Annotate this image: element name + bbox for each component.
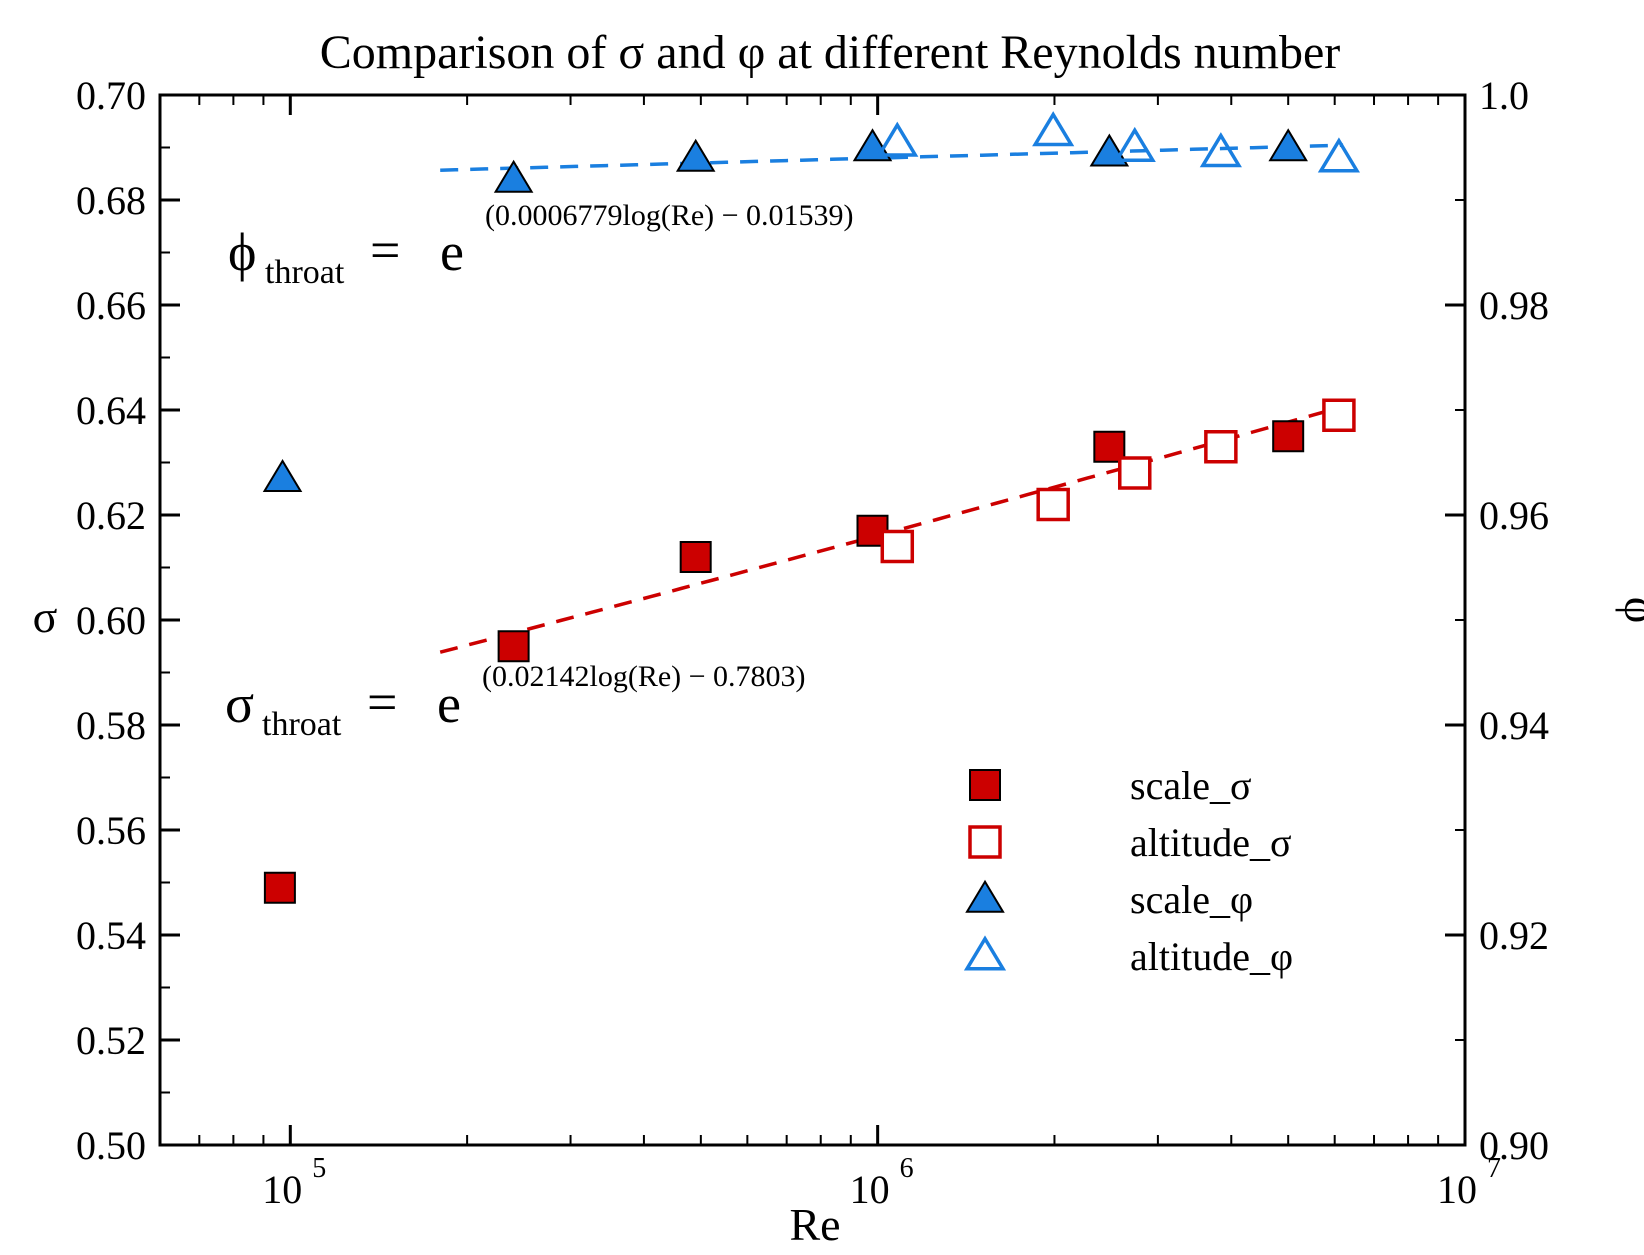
y-tick-label: 0.60 xyxy=(76,598,146,643)
y2-tick-label: 1.0 xyxy=(1479,73,1529,118)
data-points xyxy=(262,111,1361,904)
legend-marker xyxy=(965,879,1005,913)
data-point xyxy=(263,871,296,904)
sigma-eq-base: e xyxy=(437,674,461,734)
x-axis-label: Re xyxy=(789,1199,840,1250)
sigma-eq-lhs: σ xyxy=(225,674,254,734)
data-point xyxy=(876,121,919,157)
plot-frame xyxy=(158,93,1467,1147)
x-tick-exponent: 5 xyxy=(312,1153,326,1184)
x-tick-label: 10 xyxy=(262,1167,302,1212)
y-tick-label: 0.68 xyxy=(76,178,146,223)
y-tick-label: 0.64 xyxy=(76,388,146,433)
data-point xyxy=(675,138,716,172)
y-tick-label: 0.66 xyxy=(76,283,146,328)
phi-eq-base: e xyxy=(440,222,464,282)
data-point xyxy=(1093,430,1126,463)
fit-line xyxy=(440,143,1344,172)
y-tick-label: 0.56 xyxy=(76,808,146,853)
data-point xyxy=(1322,398,1356,432)
data-point xyxy=(497,630,530,663)
y-axis-right: 0.90 0.92 0.94 0.96 0.98 1.0 xyxy=(1445,73,1549,1168)
data-point xyxy=(1317,137,1361,173)
sigma-eq-equals: = xyxy=(367,672,397,732)
legend-marker xyxy=(963,935,1007,971)
y2-axis-label: φ xyxy=(1615,597,1644,624)
y-tick-label: 0.50 xyxy=(76,1123,146,1168)
legend-label: scale_φ xyxy=(1130,877,1253,922)
x-tick-exponent: 6 xyxy=(900,1153,914,1184)
y2-tick-label: 0.96 xyxy=(1479,493,1549,538)
legend: scale_σ altitude_σ scale_φ altitude_φ xyxy=(963,763,1293,979)
y-tick-label: 0.70 xyxy=(76,73,146,118)
sigma-eq-exponent: (0.02142log(Re) − 0.7803) xyxy=(482,660,806,693)
legend-label: altitude_φ xyxy=(1130,934,1293,979)
data-point xyxy=(1032,111,1075,147)
y2-tick-label: 0.98 xyxy=(1479,283,1549,328)
y2-tick-label: 0.92 xyxy=(1479,913,1549,958)
phi-eq-equals: = xyxy=(370,220,400,280)
y-axis-left: 0.50 0.52 0.54 0.56 0.58 0.60 0.62 0.64 0.66 0.68… xyxy=(76,73,180,1168)
data-point xyxy=(1272,420,1305,453)
data-point xyxy=(1199,132,1242,168)
sigma-equation: σ throat = e (0.02142log(Re) − 0.7803) xyxy=(225,660,806,743)
legend-label: scale_σ xyxy=(1130,763,1252,808)
data-point xyxy=(880,529,915,564)
sigma-eq-sub: throat xyxy=(262,706,342,743)
legend-marker xyxy=(969,769,1001,801)
phi-eq-sub: throat xyxy=(265,254,345,291)
data-point xyxy=(1118,456,1152,490)
y-axis-label: σ xyxy=(33,591,58,642)
x-tick-exponent: 7 xyxy=(1487,1153,1501,1184)
chart-title: Comparison of σ and φ at different Reyno… xyxy=(320,26,1341,79)
data-point xyxy=(1204,430,1238,464)
phi-equation: ϕ throat = e (0.0006779log(Re) − 0.01539… xyxy=(228,199,854,291)
legend-marker xyxy=(968,825,1002,859)
y-tick-label: 0.52 xyxy=(76,1018,146,1063)
x-tick-label: 10 xyxy=(850,1167,890,1212)
y-tick-label: 0.54 xyxy=(76,913,146,958)
phi-eq-exponent: (0.0006779log(Re) − 0.01539) xyxy=(485,199,854,232)
y2-tick-label: 0.94 xyxy=(1479,703,1549,748)
x-axis: 10 5 10 6 10 7 xyxy=(198,95,1501,1212)
y-tick-label: 0.58 xyxy=(76,703,146,748)
data-point xyxy=(1036,487,1070,522)
legend-label: altitude_σ xyxy=(1130,820,1292,865)
y2-tick-label: 0.90 xyxy=(1479,1123,1549,1168)
phi-eq-lhs: ϕ xyxy=(228,222,256,282)
y-tick-label: 0.62 xyxy=(76,493,146,538)
data-point xyxy=(1113,126,1156,162)
data-point xyxy=(679,541,712,573)
data-point xyxy=(1268,128,1308,162)
x-tick-label: 10 xyxy=(1437,1167,1477,1212)
data-point xyxy=(262,459,303,492)
data-point xyxy=(493,159,534,193)
